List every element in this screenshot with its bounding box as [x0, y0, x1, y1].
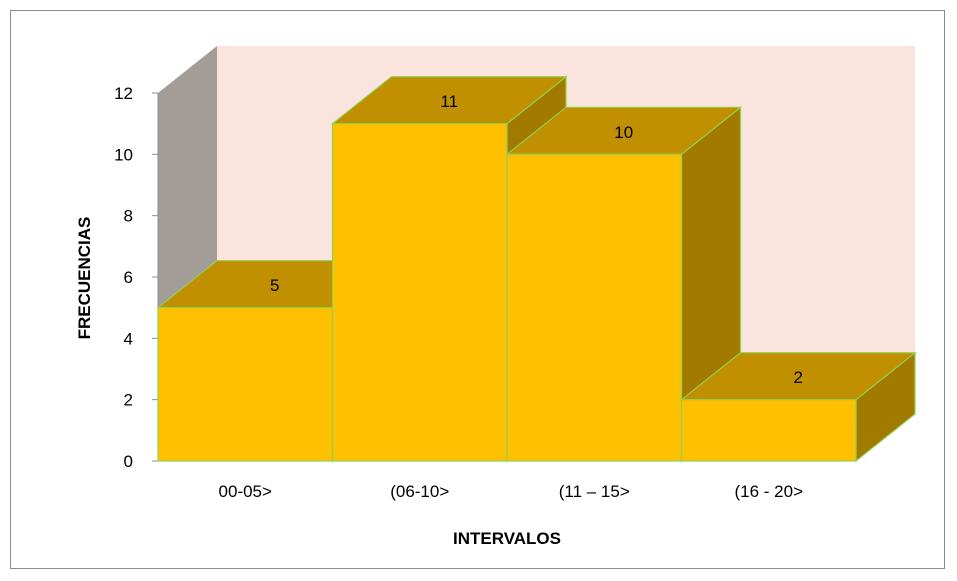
data-label: 2 [794, 368, 803, 387]
bar-front [680, 399, 857, 462]
data-label: 11 [440, 92, 458, 111]
y-tick-label: 6 [124, 268, 133, 287]
x-tick-label: (16 - 20> [734, 482, 803, 501]
x-tick-label: (06-10> [390, 482, 449, 501]
bar-front [331, 123, 508, 462]
bar-front [506, 153, 683, 462]
y-tick-label: 12 [114, 84, 133, 103]
bar-front [157, 307, 334, 462]
y-tick-label: 0 [124, 452, 133, 471]
y-tick-label: 10 [114, 145, 133, 164]
data-label: 10 [614, 123, 633, 142]
bar [679, 351, 917, 463]
y-tick-label: 2 [124, 391, 133, 410]
x-tick-label: 00-05> [219, 482, 272, 501]
x-tick-label: (11 – 15> [559, 482, 630, 501]
y-tick-label: 8 [124, 207, 133, 226]
y-tick-label: 4 [124, 329, 133, 348]
x-axis-title: INTERVALOS [453, 529, 561, 548]
data-label: 5 [270, 276, 279, 295]
y-axis-title: FRECUENCIAS [75, 217, 94, 340]
